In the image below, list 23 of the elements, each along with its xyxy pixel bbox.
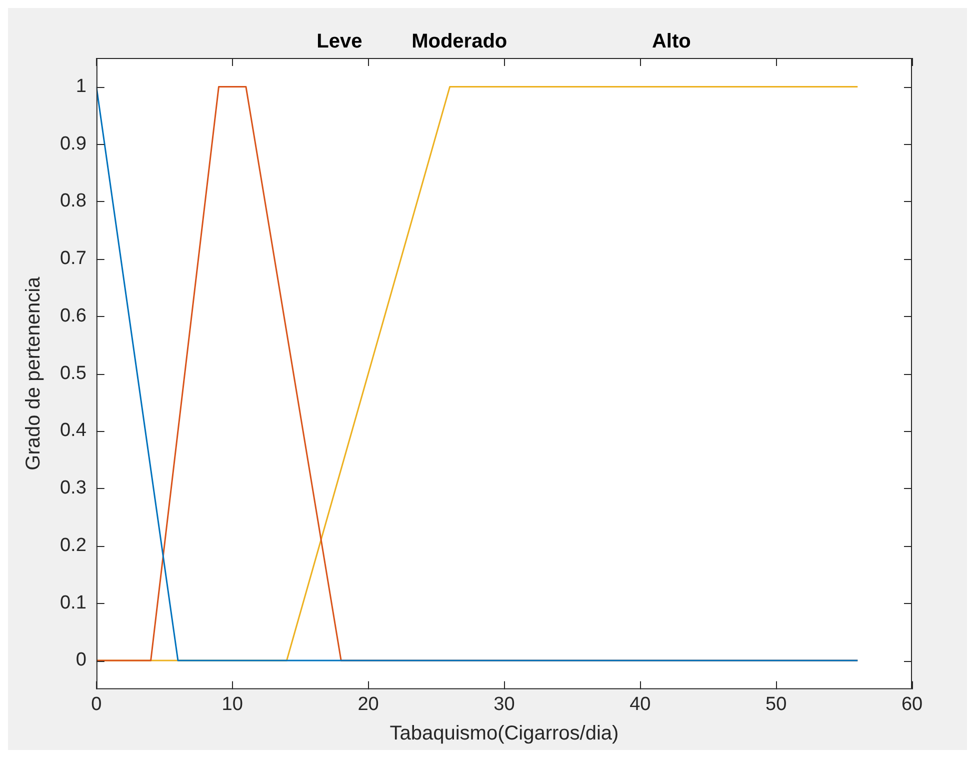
x-tick-label: 40 — [630, 694, 651, 715]
text: Leve — [316, 30, 362, 53]
x-tick-label: 60 — [901, 694, 923, 715]
y-tick-label: 0.1 — [60, 592, 86, 614]
y-tick-label: 0.3 — [60, 478, 86, 499]
text: Alto — [652, 30, 691, 53]
y-tick-label: 0 — [76, 650, 86, 671]
y-tick-label: 0.4 — [60, 420, 87, 442]
y-tick-label: 1 — [76, 76, 86, 97]
y-tick-label: 0.5 — [60, 362, 86, 384]
x-tick-label: 50 — [766, 694, 787, 715]
y-axis-title: Grado de pertenencia — [22, 276, 45, 470]
y-tick-label: 0.2 — [60, 534, 86, 556]
y-tick-label: 0.8 — [60, 190, 86, 212]
x-tick-label: 10 — [222, 694, 243, 715]
x-tick-label: 30 — [494, 694, 515, 715]
x-tick-label: 0 — [91, 694, 102, 715]
text: Moderado — [412, 30, 508, 53]
x-axis-title: Tabaquismo(Cigarros/dia) — [390, 722, 619, 745]
y-tick-label: 0.6 — [60, 305, 86, 326]
y-tick-label: 0.7 — [60, 248, 86, 270]
y-tick-label: 0.9 — [60, 133, 86, 154]
x-tick-label: 20 — [358, 694, 379, 715]
